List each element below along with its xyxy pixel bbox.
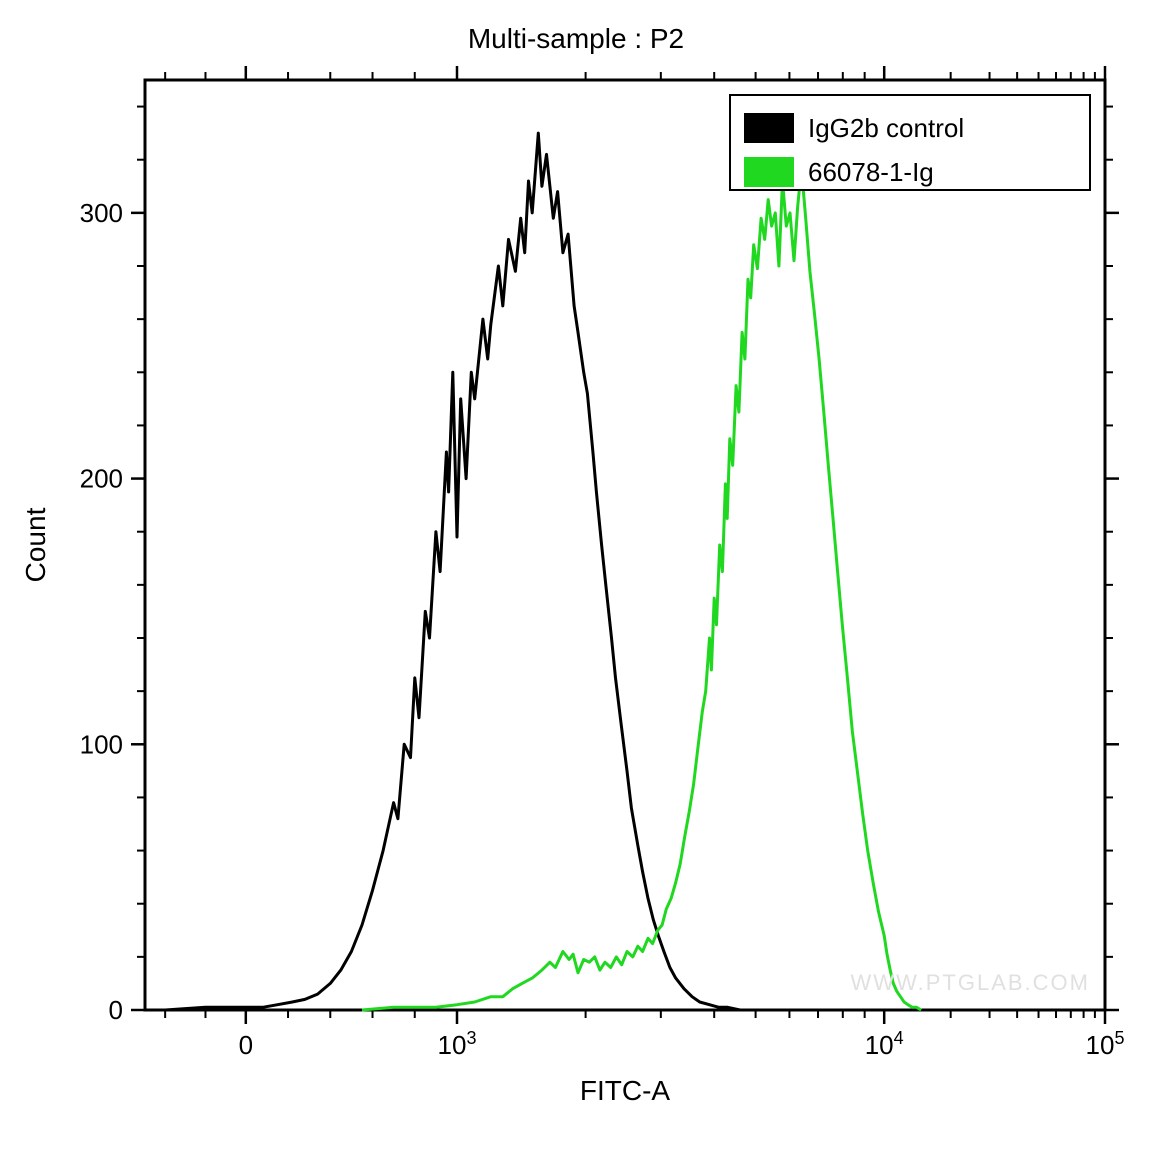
y-axis-ticks: 0 100 200 300 [80,107,1119,1025]
legend-swatch [744,113,794,143]
svg-text:0: 0 [239,1030,253,1060]
y-axis-label: Count [20,507,51,582]
x-axis-label: FITC-A [580,1075,671,1106]
svg-text:104: 104 [865,1028,904,1060]
svg-text:105: 105 [1086,1028,1125,1060]
x-axis-ticks: 0 103 104 105 [165,66,1124,1060]
svg-text:103: 103 [438,1028,477,1060]
flow-cytometry-chart: Multi-sample : P2 0103104105 0100200300 … [0,0,1153,1156]
watermark-text: WWW.PTGLAB.COM [851,970,1090,995]
svg-text:300: 300 [80,198,123,228]
chart-title: Multi-sample : P2 [468,23,684,54]
svg-text:100: 100 [80,729,123,759]
svg-text:0: 0 [109,995,123,1025]
plot-area [145,80,1105,1010]
histogram-series [165,133,921,1010]
legend-label: IgG2b control [808,113,964,143]
legend-swatch [744,157,794,187]
svg-text:200: 200 [80,464,123,494]
chart-svg: Multi-sample : P2 0103104105 0100200300 … [0,0,1153,1156]
legend-label: 66078-1-Ig [808,157,934,187]
legend: IgG2b control 66078-1-Ig [730,95,1090,190]
series-IgG2b-control [165,133,740,1010]
series-66078-1-Ig [362,168,921,1010]
